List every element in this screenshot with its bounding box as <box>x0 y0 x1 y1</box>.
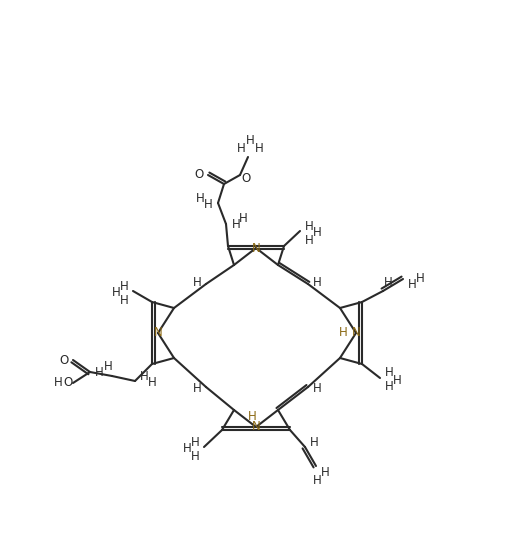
Text: H: H <box>248 409 256 422</box>
Text: H: H <box>392 374 401 387</box>
Text: H: H <box>384 275 392 288</box>
Text: H: H <box>192 276 202 289</box>
Text: O: O <box>194 168 204 181</box>
Text: H: H <box>305 219 313 233</box>
Text: H: H <box>191 449 200 462</box>
Text: H: H <box>312 276 321 289</box>
Text: H: H <box>408 278 417 291</box>
Text: H: H <box>236 141 245 154</box>
Text: H: H <box>183 442 191 456</box>
Text: H: H <box>312 381 321 395</box>
Text: N: N <box>153 327 163 340</box>
Text: H: H <box>246 133 254 146</box>
Text: H: H <box>385 381 393 394</box>
Text: H: H <box>112 287 121 300</box>
Text: H: H <box>321 465 329 478</box>
Text: H: H <box>148 376 156 389</box>
Text: H: H <box>232 219 241 232</box>
Text: H: H <box>140 369 148 382</box>
Text: H: H <box>94 367 104 380</box>
Text: H: H <box>339 327 347 340</box>
Text: H: H <box>191 435 200 449</box>
Text: H: H <box>254 141 263 154</box>
Text: H: H <box>120 280 128 293</box>
Text: N: N <box>251 421 261 434</box>
Text: H: H <box>120 294 128 307</box>
Text: N: N <box>251 241 261 254</box>
Text: H: H <box>312 474 321 487</box>
Text: H: H <box>312 226 321 240</box>
Text: O: O <box>60 354 69 367</box>
Text: N: N <box>351 327 360 340</box>
Text: H: H <box>239 212 247 225</box>
Text: H: H <box>310 435 319 449</box>
Text: H: H <box>104 360 112 373</box>
Text: H: H <box>416 272 424 285</box>
Text: O: O <box>64 376 73 389</box>
Text: H: H <box>192 381 202 395</box>
Text: H: H <box>195 192 204 205</box>
Text: H: H <box>54 376 63 389</box>
Text: H: H <box>305 233 313 246</box>
Text: H: H <box>204 199 212 212</box>
Text: H: H <box>385 367 393 380</box>
Text: O: O <box>242 172 251 185</box>
